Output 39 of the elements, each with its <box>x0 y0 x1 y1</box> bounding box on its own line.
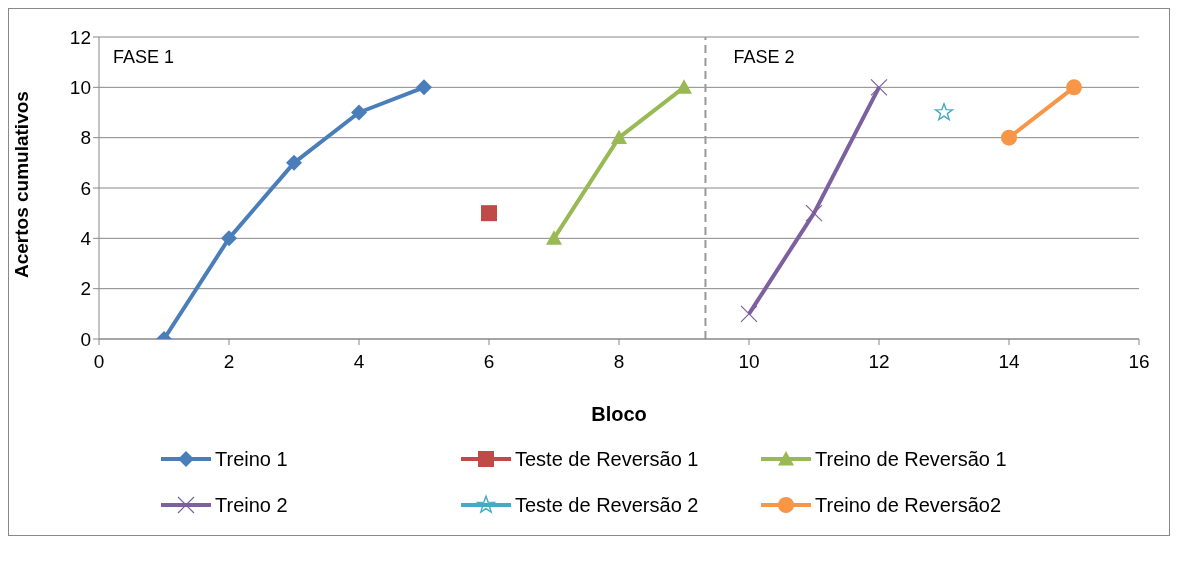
point <box>221 230 237 247</box>
y-tick-label: 12 <box>69 26 91 48</box>
point <box>286 154 302 171</box>
point <box>416 79 432 96</box>
point <box>1001 129 1017 146</box>
y-tick-label: 2 <box>80 278 91 300</box>
annotation: FASE 2 <box>733 47 795 68</box>
point <box>870 78 888 96</box>
point <box>740 305 758 323</box>
point <box>676 79 692 94</box>
legend-label: Treino de Reversão 1 <box>815 447 1007 471</box>
x-tick-label: 10 <box>738 351 760 373</box>
legend-label: Treino de Reversão2 <box>815 493 1002 517</box>
x-axis-title: Bloco <box>591 403 647 425</box>
y-tick-label: 6 <box>80 177 91 199</box>
x-tick-label: 2 <box>223 351 235 373</box>
x-tick-label: 6 <box>483 351 495 373</box>
x-tick-label: 12 <box>868 351 890 373</box>
point <box>481 205 497 222</box>
y-axis-title: Acertos cumulativos <box>10 91 32 278</box>
x-tick-label: 8 <box>613 351 625 373</box>
point <box>351 104 367 121</box>
y-tick-label: 8 <box>80 127 91 149</box>
y-tick-label: 0 <box>80 328 91 350</box>
legend-label: Treino 2 <box>215 493 288 517</box>
y-tick-label: 4 <box>80 228 92 250</box>
legend-label: Treino 1 <box>215 447 288 471</box>
point <box>611 129 627 145</box>
x-tick-label: 4 <box>353 351 365 373</box>
y-tick-label: 10 <box>69 77 91 99</box>
legend-label: Teste de Reversão 1 <box>515 447 699 471</box>
point <box>934 103 954 121</box>
point <box>805 204 823 222</box>
x-tick-label: 16 <box>1128 351 1150 373</box>
point <box>546 230 562 245</box>
annotation: FASE 1 <box>113 47 175 68</box>
x-tick-label: 14 <box>998 351 1020 373</box>
point <box>1066 79 1082 96</box>
legend-label: Teste de Reversão 2 <box>515 493 699 517</box>
